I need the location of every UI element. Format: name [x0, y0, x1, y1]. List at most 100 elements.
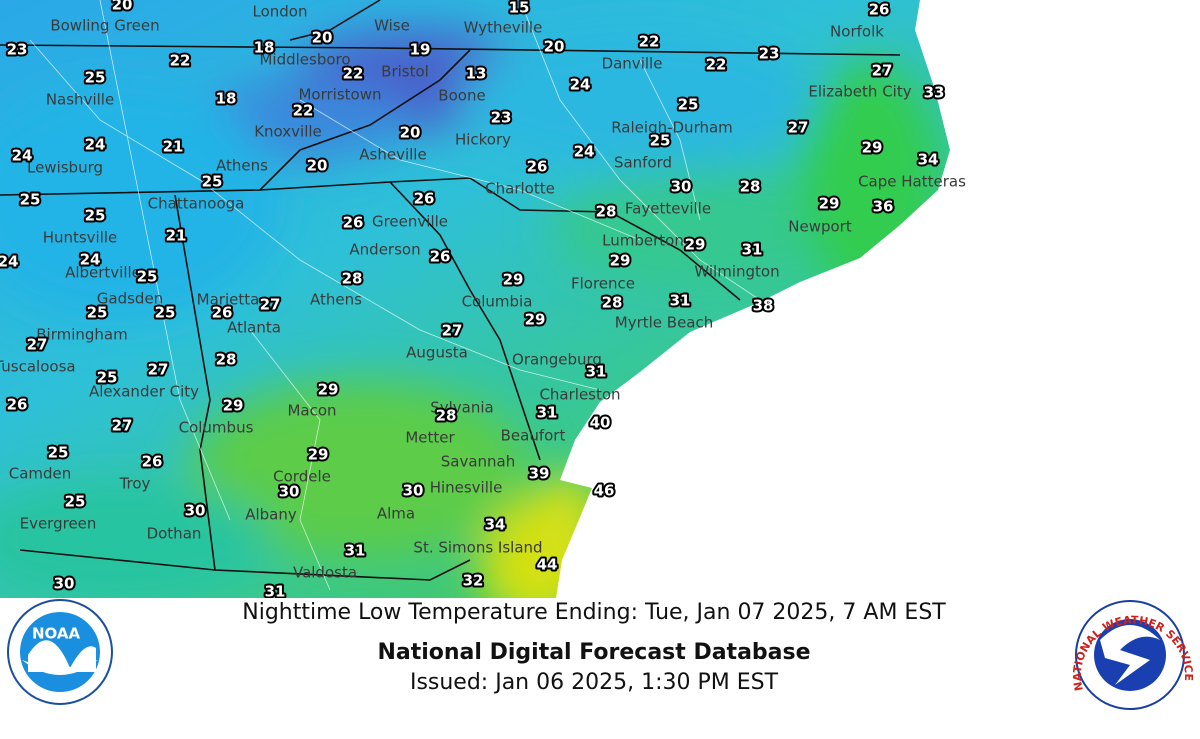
temperature-label: 25: [650, 132, 671, 150]
city-label: Lewisburg: [27, 159, 103, 177]
temperature-label: 29: [685, 236, 706, 254]
temperature-label: 39: [529, 465, 550, 483]
city-label: London: [253, 3, 308, 21]
temperature-label: 30: [185, 502, 206, 520]
temperature-label: 20: [307, 157, 328, 175]
noaa-logo: NOAA: [7, 599, 113, 705]
temperature-label: 28: [602, 294, 623, 312]
city-label: Savannah: [441, 453, 516, 471]
city-label: Metter: [405, 429, 455, 447]
temperature-label: 44: [537, 556, 558, 574]
temperature-label: 25: [202, 173, 223, 191]
temperature-label: 29: [610, 252, 631, 270]
city-label: Orangeburg: [512, 351, 602, 369]
temperature-labels: 20 15 26 23 18 20 19 20 22 23 22 22 13 22 27 25 24 33 18 22…: [0, 0, 946, 598]
city-label: Athens: [216, 157, 268, 175]
city-label: Columbus: [179, 419, 254, 437]
temperature-label: 40: [590, 414, 611, 432]
city-label: Myrtle Beach: [615, 314, 714, 332]
city-label: Nashville: [46, 91, 114, 109]
city-label: Chattanooga: [148, 195, 245, 213]
city-label: Wise: [374, 17, 410, 35]
temperature-label: 30: [403, 482, 424, 500]
temperature-label: 26: [869, 1, 890, 19]
caption-title: National Digital Forecast Database: [377, 640, 810, 665]
temperature-label: 24: [0, 253, 18, 271]
temperature-label: 31: [537, 404, 558, 422]
city-label: Evergreen: [20, 515, 97, 533]
temperature-label: 34: [918, 151, 939, 169]
city-label: Lumberton: [602, 232, 684, 250]
city-label: Huntsville: [43, 229, 118, 247]
temperature-label: 29: [819, 195, 840, 213]
temperature-label: 13: [466, 65, 487, 83]
city-label: Tuscaloosa: [0, 358, 76, 376]
temperature-label: 31: [586, 363, 607, 381]
noaa-text: NOAA: [32, 625, 81, 643]
temperature-label: 28: [596, 203, 617, 221]
city-label: Beaufort: [501, 427, 566, 445]
temperature-label: 25: [87, 304, 108, 322]
temperature-label: 18: [254, 39, 275, 57]
temperature-label: 24: [570, 76, 591, 94]
city-label: Marietta: [197, 291, 260, 309]
temperature-label: 26: [7, 396, 28, 414]
city-label: Troy: [119, 475, 151, 493]
temperature-label: 26: [142, 453, 163, 471]
temperature-label: 25: [85, 207, 106, 225]
city-label: St. Simons Island: [413, 539, 542, 557]
temperature-label: 24: [80, 251, 101, 269]
temperature-label: 36: [873, 198, 894, 216]
temperature-label: 23: [7, 41, 28, 59]
city-label: Albertville: [65, 264, 141, 282]
city-labels: Bowling Green London Wise Wytheville Norfolk…: [0, 3, 966, 582]
temperature-label: 22: [639, 33, 660, 51]
temperature-label: 20: [544, 38, 565, 56]
city-label: Alexander City: [89, 383, 199, 401]
city-label: Wytheville: [464, 19, 543, 37]
city-label: Birmingham: [36, 326, 127, 344]
city-label: Gadsden: [97, 290, 163, 308]
city-label: Valdosta: [293, 564, 357, 582]
temperature-label: 31: [345, 542, 366, 560]
roads: [29, 0, 761, 591]
temperature-label: 29: [223, 397, 244, 415]
temperature-label: 29: [318, 381, 339, 399]
temperature-label: 30: [54, 575, 75, 593]
city-label: Cordele: [273, 468, 331, 486]
temperature-label: 30: [671, 178, 692, 196]
city-label: Charleston: [539, 386, 620, 404]
city-label: Albany: [245, 506, 297, 524]
nws-logo: NATIONAL WEATHER SERVICE: [1071, 600, 1195, 710]
city-label: Middlesboro: [259, 51, 350, 69]
city-label: Danville: [602, 55, 663, 73]
temperature-label: 23: [491, 109, 512, 127]
temperature-label: 24: [12, 147, 33, 165]
city-label: Newport: [788, 218, 852, 236]
temperature-label: 27: [788, 119, 809, 137]
temperature-label: 27: [148, 361, 169, 379]
temperature-label: 25: [137, 268, 158, 286]
city-label: Norfolk: [830, 23, 884, 41]
temperature-label: 21: [166, 227, 187, 245]
temperature-label: 25: [48, 444, 69, 462]
temperature-label: 26: [212, 304, 233, 322]
temperature-label: 31: [742, 241, 763, 259]
city-label: Cape Hatteras: [858, 173, 966, 191]
temperature-label: 28: [740, 178, 761, 196]
city-label: Fayetteville: [625, 200, 711, 218]
city-label: Athens: [310, 291, 362, 309]
temperature-label: 25: [20, 191, 41, 209]
caption-line: Nighttime Low Temperature Ending: Tue, J…: [242, 600, 946, 625]
state-borders: [0, 0, 901, 581]
temperature-label: 29: [308, 446, 329, 464]
temperature-label: 27: [872, 62, 893, 80]
city-label: Macon: [287, 402, 336, 420]
city-label: Columbia: [462, 293, 533, 311]
temperature-label: 23: [759, 45, 780, 63]
temperature-shading: [0, 30, 940, 598]
temperature-label: 28: [216, 351, 237, 369]
city-label: Sanford: [614, 154, 672, 172]
city-label: Augusta: [406, 344, 468, 362]
